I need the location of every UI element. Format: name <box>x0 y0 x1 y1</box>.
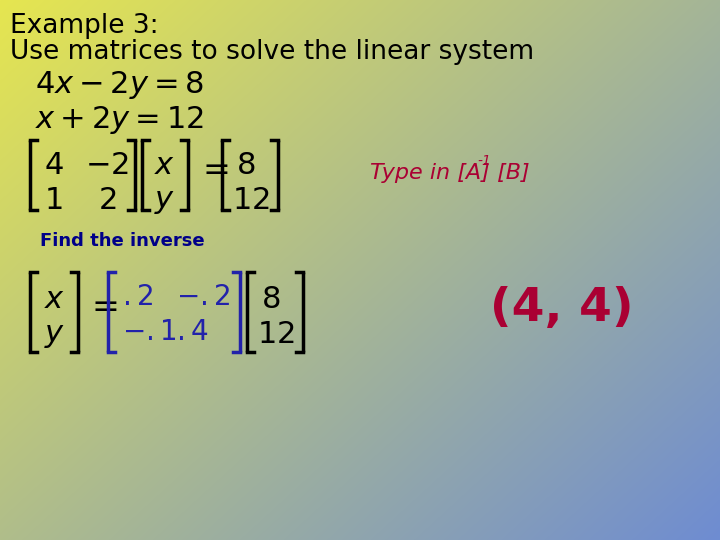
Text: $-.2$: $-.2$ <box>176 284 230 311</box>
Text: $x$: $x$ <box>154 150 175 181</box>
Text: $.4$: $.4$ <box>176 319 208 346</box>
Text: $=$: $=$ <box>85 290 118 322</box>
Text: $x+2y=12$: $x+2y=12$ <box>35 104 204 136</box>
Text: (4, 4): (4, 4) <box>490 286 634 330</box>
Text: $8$: $8$ <box>236 150 256 181</box>
Text: Type in [A]: Type in [A] <box>370 163 490 183</box>
Text: $12$: $12$ <box>232 185 270 216</box>
Text: $4$: $4$ <box>44 150 63 181</box>
Text: Use matrices to solve the linear system: Use matrices to solve the linear system <box>10 39 534 65</box>
Text: $x$: $x$ <box>44 284 65 315</box>
Text: $1$: $1$ <box>44 185 63 216</box>
Text: $12$: $12$ <box>257 319 294 350</box>
Text: $4x-2y=8$: $4x-2y=8$ <box>35 69 204 101</box>
Text: Example 3:: Example 3: <box>10 13 158 39</box>
Text: $=$: $=$ <box>196 153 229 185</box>
Text: [B]: [B] <box>490 163 530 183</box>
Text: $y$: $y$ <box>44 319 65 350</box>
Text: $-.1$: $-.1$ <box>122 319 176 346</box>
Text: $y$: $y$ <box>154 185 175 216</box>
Text: Find the inverse: Find the inverse <box>40 232 204 250</box>
Text: $8$: $8$ <box>261 284 280 315</box>
Text: $-2$: $-2$ <box>85 150 129 181</box>
Text: $.2$: $.2$ <box>122 284 153 311</box>
Text: $2$: $2$ <box>98 185 117 216</box>
Text: -1: -1 <box>477 154 491 168</box>
